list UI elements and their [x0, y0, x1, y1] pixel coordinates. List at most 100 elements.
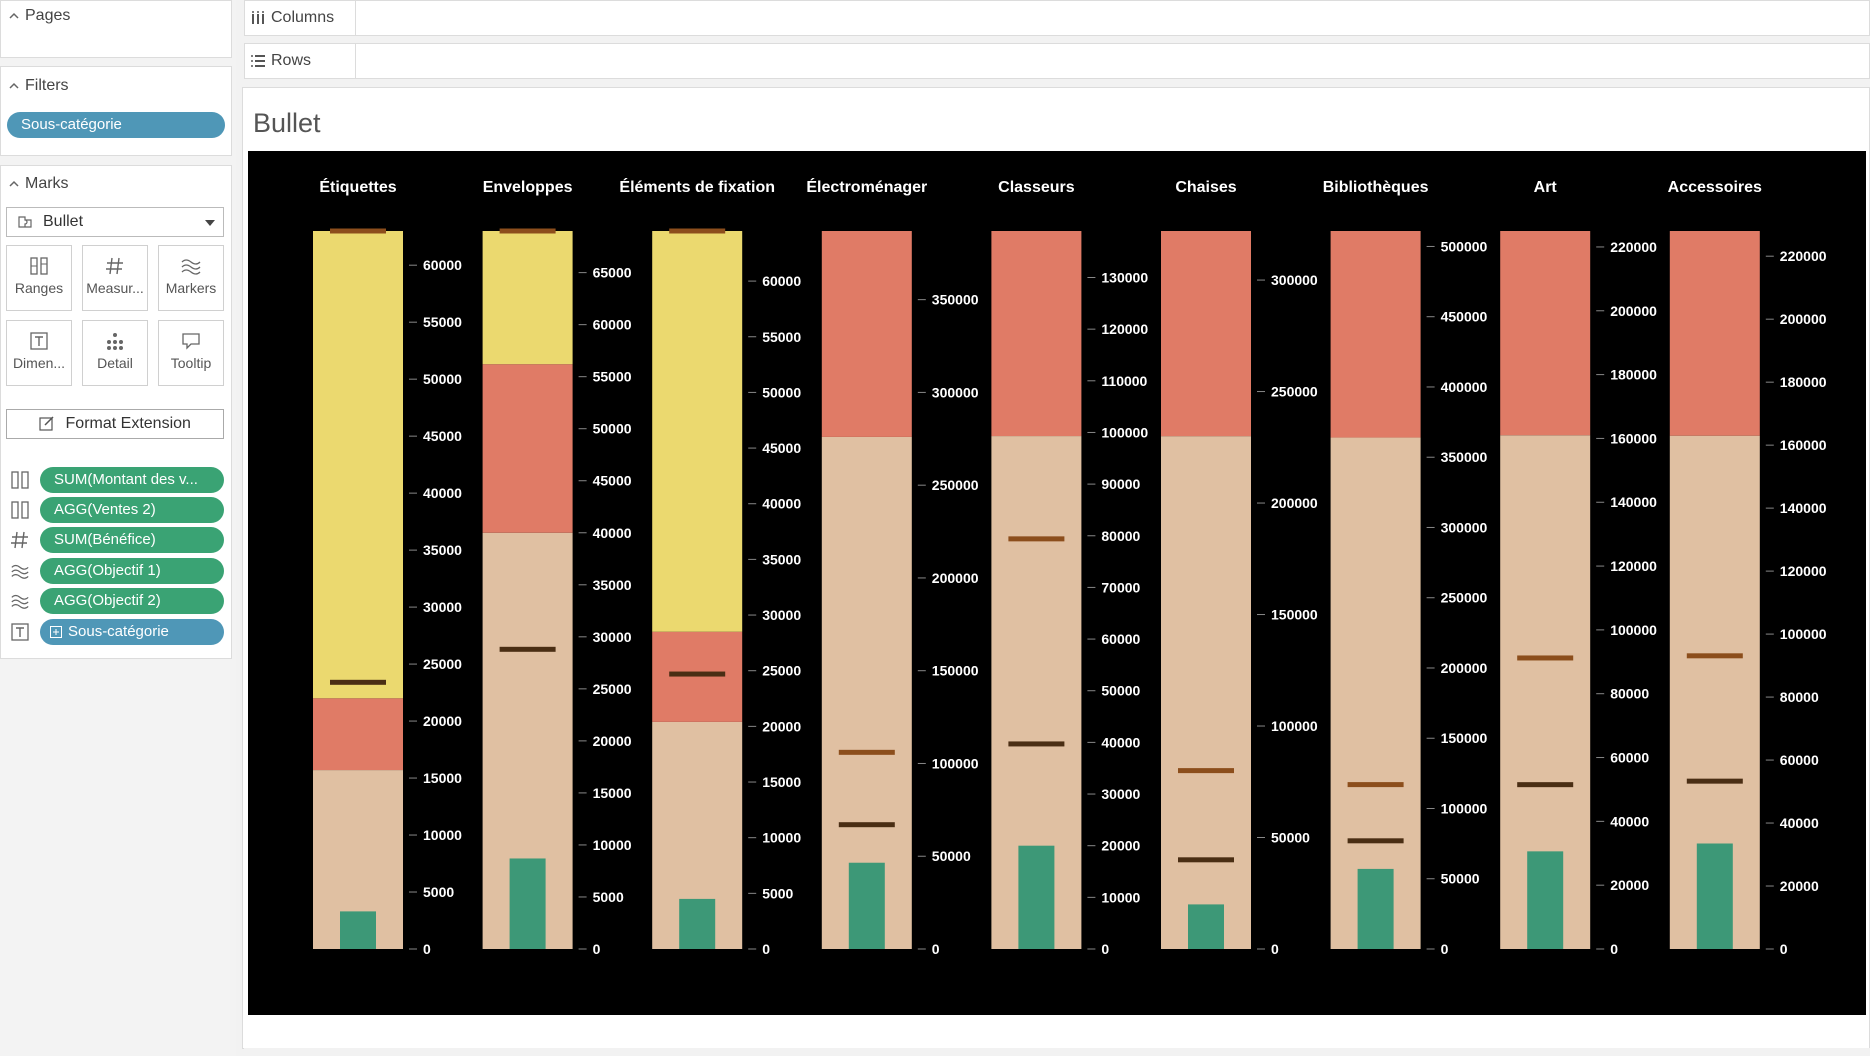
range-band-red: [482, 364, 573, 533]
y-tick-label: 0: [423, 941, 431, 957]
markers-icon: [11, 564, 29, 579]
y-tick-label: 60000: [1101, 631, 1140, 647]
target-marker-light: [1178, 768, 1234, 774]
rows-icon: [251, 55, 265, 67]
column-header: Éléments de fixation: [619, 177, 775, 196]
target-marker-dark: [499, 646, 556, 652]
range-band-tan: [1330, 437, 1421, 949]
y-tick-label: 60000: [593, 317, 632, 333]
rows-shelf-label: Rows: [251, 44, 311, 78]
filters-card: Filters Sous-catégorie: [0, 66, 232, 156]
field-pill-sum-benefice[interactable]: SUM(Bénéfice): [40, 527, 224, 553]
field-pill-sum-montant[interactable]: SUM(Montant des v...: [40, 467, 224, 493]
target-marker-dark: [1347, 838, 1404, 844]
y-tick-label: 5000: [423, 884, 454, 900]
field-pill-agg-objectif2[interactable]: AGG(Objectif 2): [40, 588, 224, 614]
target-marker-dark: [1008, 741, 1065, 747]
target-marker-light: [1517, 655, 1574, 661]
y-tick-label: 180000: [1610, 367, 1657, 383]
ranges-button-label: Ranges: [14, 280, 64, 296]
mark-type-label: Bullet: [43, 213, 84, 230]
y-tick-label: 50000: [762, 384, 801, 400]
y-tick-label: 130000: [1101, 269, 1148, 285]
tooltip-button[interactable]: Tooltip: [158, 320, 224, 386]
shelf-divider: [355, 44, 356, 78]
range-band-red: [313, 698, 403, 771]
y-tick-label: 20000: [593, 733, 632, 749]
range-band-red: [1161, 231, 1251, 437]
y-tick-label: 55000: [423, 314, 462, 330]
text-icon: [30, 332, 48, 350]
format-extension-button[interactable]: Format Extension: [6, 409, 224, 439]
y-tick-label: 50000: [423, 371, 462, 387]
y-tick-label: 60000: [1780, 752, 1819, 768]
filter-pill-sous-categorie[interactable]: Sous-catégorie: [7, 112, 225, 138]
y-tick-label: 250000: [1271, 384, 1318, 400]
rows-shelf[interactable]: Rows: [244, 43, 1870, 79]
field-pill-agg-objectif1[interactable]: AGG(Objectif 1): [40, 558, 224, 584]
filters-header[interactable]: Filters: [9, 77, 69, 95]
y-tick-label: 40000: [1101, 734, 1140, 750]
field-pill-sous-categorie[interactable]: Sous-catégorie: [40, 619, 224, 645]
panel-8: Accessoires 0 20000 40000 60000 80000 100000 12…: [1668, 179, 1827, 957]
markers-button[interactable]: Markers: [158, 245, 224, 311]
marks-header[interactable]: Marks: [9, 175, 69, 193]
y-tick-label: 20000: [1610, 877, 1649, 893]
y-tick-label: 10000: [423, 827, 462, 843]
ranges-button[interactable]: Ranges: [6, 245, 72, 311]
mark-type-dropdown[interactable]: Bullet: [6, 207, 224, 237]
y-tick-label: 220000: [1780, 248, 1827, 264]
measure-bar: [1018, 845, 1055, 949]
y-tick-label: 200000: [932, 570, 979, 586]
columns-shelf[interactable]: Columns: [244, 0, 1870, 36]
y-tick-label: 300000: [932, 384, 979, 400]
panel-0: Étiquettes 0 5000 10000 15000 20000 25000 30000…: [313, 177, 462, 957]
chart-area[interactable]: Étiquettes 0 5000 10000 15000 20000 25000 30000…: [248, 151, 1866, 1015]
measure-bar: [1357, 868, 1394, 949]
dimensions-button[interactable]: Dimen...: [6, 320, 72, 386]
y-tick-label: 160000: [1780, 437, 1827, 453]
y-tick-label: 20000: [423, 713, 462, 729]
range-band-yellow: [482, 231, 573, 365]
y-tick-label: 0: [1610, 941, 1618, 957]
panel-4: Classeurs 0 10000 20000 30000 40000 50000 60000…: [991, 179, 1148, 957]
target-marker-light: [1686, 653, 1743, 659]
y-tick-label: 30000: [762, 607, 801, 623]
bullet-chart[interactable]: Étiquettes 0 5000 10000 15000 20000 25000 30000…: [248, 151, 1866, 1015]
rows-label: Rows: [271, 52, 312, 69]
measure-icon: [106, 257, 123, 275]
range-band-yellow: [313, 231, 403, 699]
y-tick-label: 60000: [423, 257, 462, 273]
chevron-down-icon: [205, 220, 215, 226]
range-band-red: [1669, 231, 1760, 436]
y-tick-label: 30000: [423, 599, 462, 615]
y-tick-label: 70000: [1101, 579, 1140, 595]
y-tick-label: 35000: [423, 542, 462, 558]
y-tick-label: 10000: [1101, 889, 1140, 905]
pages-header[interactable]: Pages: [9, 7, 70, 25]
bottom-gutter: [244, 1048, 1870, 1056]
y-tick-label: 15000: [593, 785, 632, 801]
filters-label: Filters: [25, 77, 69, 94]
y-tick-label: 10000: [762, 830, 801, 846]
y-tick-label: 50000: [1441, 871, 1480, 887]
measures-button-label: Measur...: [86, 280, 144, 296]
field-pill-agg-ventes2[interactable]: AGG(Ventes 2): [40, 497, 224, 523]
text-icon: [11, 623, 29, 641]
target-marker-dark: [330, 679, 386, 685]
measure-bar: [679, 898, 716, 949]
y-tick-label: 0: [593, 941, 601, 957]
range-band-tan: [1161, 436, 1251, 950]
y-tick-label: 150000: [932, 663, 979, 679]
y-tick-label: 250000: [1441, 590, 1488, 606]
column-header: Étiquettes: [319, 177, 396, 196]
detail-button[interactable]: Detail: [82, 320, 148, 386]
panel-1: Enveloppes 0 5000 10000 15000 20000 25000 30000…: [482, 179, 632, 957]
y-tick-label: 50000: [1271, 830, 1310, 846]
detail-icon: [107, 333, 123, 350]
y-tick-label: 250000: [932, 477, 979, 493]
y-tick-label: 500000: [1441, 238, 1488, 254]
y-tick-label: 120000: [1101, 321, 1148, 337]
y-tick-label: 0: [1441, 941, 1449, 957]
measures-button[interactable]: Measur...: [82, 245, 148, 311]
